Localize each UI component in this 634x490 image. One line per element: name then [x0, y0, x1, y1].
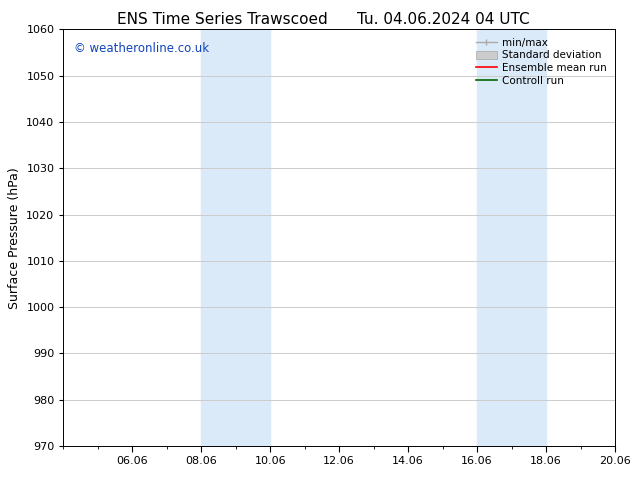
Bar [202, 29, 270, 446]
Text: Tu. 04.06.2024 04 UTC: Tu. 04.06.2024 04 UTC [358, 12, 530, 27]
Y-axis label: Surface Pressure (hPa): Surface Pressure (hPa) [8, 167, 21, 309]
Legend: min/max, Standard deviation, Ensemble mean run, Controll run: min/max, Standard deviation, Ensemble me… [473, 35, 610, 89]
Bar [477, 29, 546, 446]
Text: ENS Time Series Trawscoed: ENS Time Series Trawscoed [117, 12, 327, 27]
Text: © weatheronline.co.uk: © weatheronline.co.uk [74, 42, 210, 55]
